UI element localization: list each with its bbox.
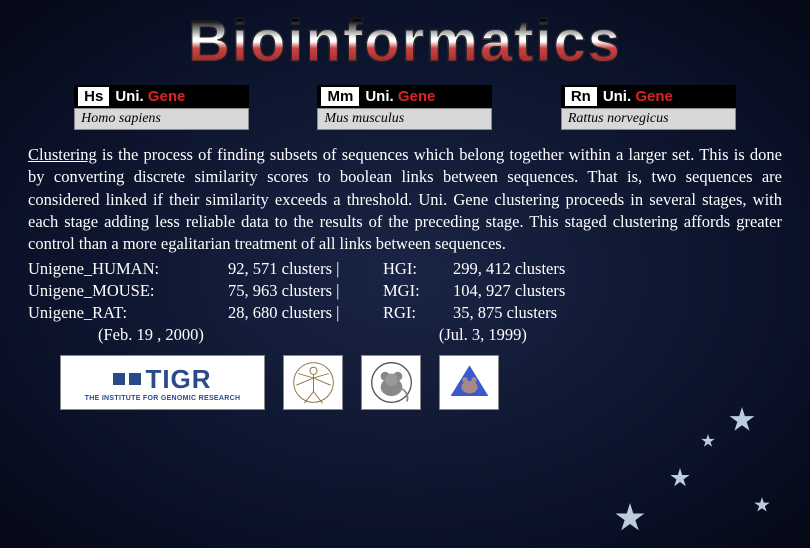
- cell: 92, 571 clusters |: [228, 259, 383, 279]
- cell: RGI:: [383, 303, 453, 323]
- cell: Unigene_HUMAN:: [28, 259, 228, 279]
- logo-rat-icon: [439, 355, 499, 410]
- cell: 75, 963 clusters |: [228, 281, 383, 301]
- date-left: (Feb. 19 , 2000): [98, 325, 204, 345]
- cell: 299, 412 clusters: [453, 259, 603, 279]
- gene-species: Homo sapiens: [74, 108, 249, 130]
- gene-box-row: Hs Uni. Gene Homo sapiens Mm Uni. Gene M…: [0, 75, 810, 130]
- gene-box-mm: Mm Uni. Gene Mus musculus: [317, 85, 492, 130]
- dates-row: (Feb. 19 , 2000) (Jul. 3, 1999): [0, 323, 810, 347]
- cell: 104, 927 clusters: [453, 281, 603, 301]
- cell: Unigene_MOUSE:: [28, 281, 228, 301]
- gene-box-rn: Rn Uni. Gene Rattus norvegicus: [561, 85, 736, 130]
- star-icon: [754, 497, 770, 513]
- tigr-text: TIGR: [145, 364, 211, 395]
- cell: 28, 680 clusters |: [228, 303, 383, 323]
- cluster-table: Unigene_HUMAN: 92, 571 clusters | HGI: 2…: [0, 259, 810, 323]
- body-paragraph: Clustering is the process of finding sub…: [0, 130, 810, 259]
- gene-code: Rn: [565, 87, 597, 106]
- gene-header: Rn Uni. Gene: [561, 85, 736, 108]
- gene-label: Uni. Gene: [365, 88, 435, 105]
- logo-mouse-icon: [361, 355, 421, 410]
- paragraph-rest: is the process of finding subsets of seq…: [28, 145, 782, 253]
- gene-species: Mus musculus: [317, 108, 492, 130]
- gene-box-hs: Hs Uni. Gene Homo sapiens: [74, 85, 249, 130]
- logo-tigr: TIGR THE INSTITUTE FOR GENOMIC RESEARCH: [60, 355, 265, 410]
- lead-word: Clustering: [28, 145, 97, 164]
- gene-header: Mm Uni. Gene: [317, 85, 492, 108]
- cell: 35, 875 clusters: [453, 303, 603, 323]
- star-icon: [670, 468, 690, 488]
- gene-header: Hs Uni. Gene: [74, 85, 249, 108]
- cell: Unigene_RAT:: [28, 303, 228, 323]
- logo-row: TIGR THE INSTITUTE FOR GENOMIC RESEARCH: [0, 347, 810, 418]
- star-icon: [701, 434, 715, 448]
- cell: MGI:: [383, 281, 453, 301]
- page-title: Bioinformatics: [0, 8, 810, 75]
- gene-code: Hs: [78, 87, 109, 106]
- gene-label: Uni. Gene: [115, 88, 185, 105]
- cell: HGI:: [383, 259, 453, 279]
- tigr-subtext: THE INSTITUTE FOR GENOMIC RESEARCH: [85, 395, 241, 402]
- logo-human-icon: [283, 355, 343, 410]
- gene-code: Mm: [321, 87, 359, 106]
- star-icon: [615, 503, 645, 533]
- gene-species: Rattus norvegicus: [561, 108, 736, 130]
- date-right: (Jul. 3, 1999): [439, 325, 527, 345]
- gene-label: Uni. Gene: [603, 88, 673, 105]
